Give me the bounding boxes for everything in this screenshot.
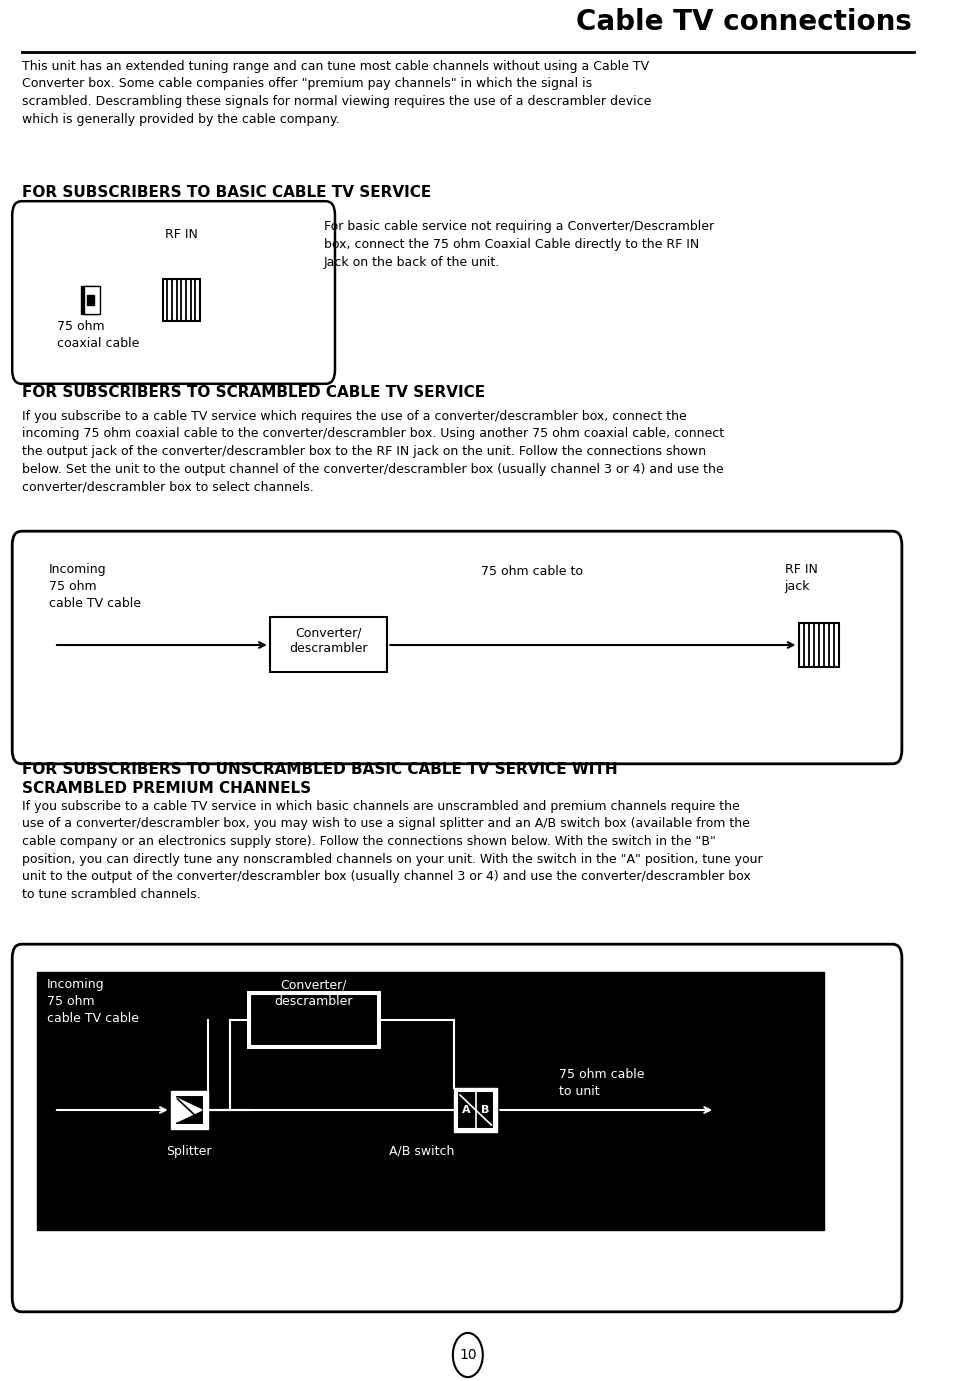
Text: RF IN: RF IN (165, 228, 197, 242)
Circle shape (453, 1333, 482, 1377)
Text: If you subscribe to a cable TV service in which basic channels are unscrambled a: If you subscribe to a cable TV service i… (22, 800, 761, 900)
Bar (81, 286, 98, 313)
Text: Converter/
descrambler: Converter/ descrambler (274, 978, 353, 1008)
Text: B: B (480, 1105, 489, 1114)
Bar (454, 1088, 497, 1132)
Text: FOR SUBSCRIBERS TO UNSCRAMBLED BASIC CABLE TV SERVICE WITH
SCRAMBLED PREMIUM CHA: FOR SUBSCRIBERS TO UNSCRAMBLED BASIC CAB… (22, 762, 617, 795)
Text: FOR SUBSCRIBERS TO BASIC CABLE TV SERVICE: FOR SUBSCRIBERS TO BASIC CABLE TV SERVIC… (22, 185, 431, 200)
Text: For basic cable service not requiring a Converter/Descrambler
box, connect the 7: For basic cable service not requiring a … (323, 220, 713, 269)
Text: A: A (461, 1105, 470, 1114)
Text: A/B switch: A/B switch (389, 1145, 454, 1159)
Text: RF IN
jack: RF IN jack (783, 563, 817, 592)
Text: Converter/
descrambler: Converter/ descrambler (289, 626, 368, 655)
Text: Splitter: Splitter (167, 1145, 212, 1159)
Polygon shape (176, 1098, 202, 1121)
Bar (250, 994, 377, 1045)
Text: Incoming
75 ohm
cable TV cable: Incoming 75 ohm cable TV cable (47, 978, 139, 1025)
Bar (174, 1095, 204, 1126)
Bar (171, 1091, 208, 1130)
Text: 75 ohm
coaxial cable: 75 ohm coaxial cable (57, 320, 139, 349)
Bar (270, 617, 387, 673)
Text: FOR SUBSCRIBERS TO SCRAMBLED CABLE TV SERVICE: FOR SUBSCRIBERS TO SCRAMBLED CABLE TV SE… (22, 385, 484, 400)
FancyBboxPatch shape (12, 532, 901, 764)
Bar (714, 1087, 756, 1132)
Bar (37, 972, 823, 1230)
Bar (87, 294, 94, 305)
Text: This unit has an extended tuning range and can tune most cable channels without : This unit has an extended tuning range a… (22, 59, 650, 126)
FancyBboxPatch shape (12, 202, 335, 384)
Text: Incoming
75 ohm
cable TV cable: Incoming 75 ohm cable TV cable (49, 563, 141, 610)
FancyBboxPatch shape (12, 945, 901, 1312)
Text: If you subscribe to a cable TV service which requires the use of a converter/des: If you subscribe to a cable TV service w… (22, 410, 723, 493)
Text: 10: 10 (458, 1348, 476, 1362)
Bar (799, 623, 838, 667)
Text: 75 ohm cable
to unit: 75 ohm cable to unit (558, 1068, 644, 1098)
Text: Cable TV connections: Cable TV connections (576, 8, 911, 36)
Bar (163, 279, 200, 320)
Bar (456, 1091, 494, 1130)
Bar (247, 992, 380, 1050)
Text: 75 ohm cable to: 75 ohm cable to (480, 565, 582, 579)
Bar (84, 286, 99, 313)
